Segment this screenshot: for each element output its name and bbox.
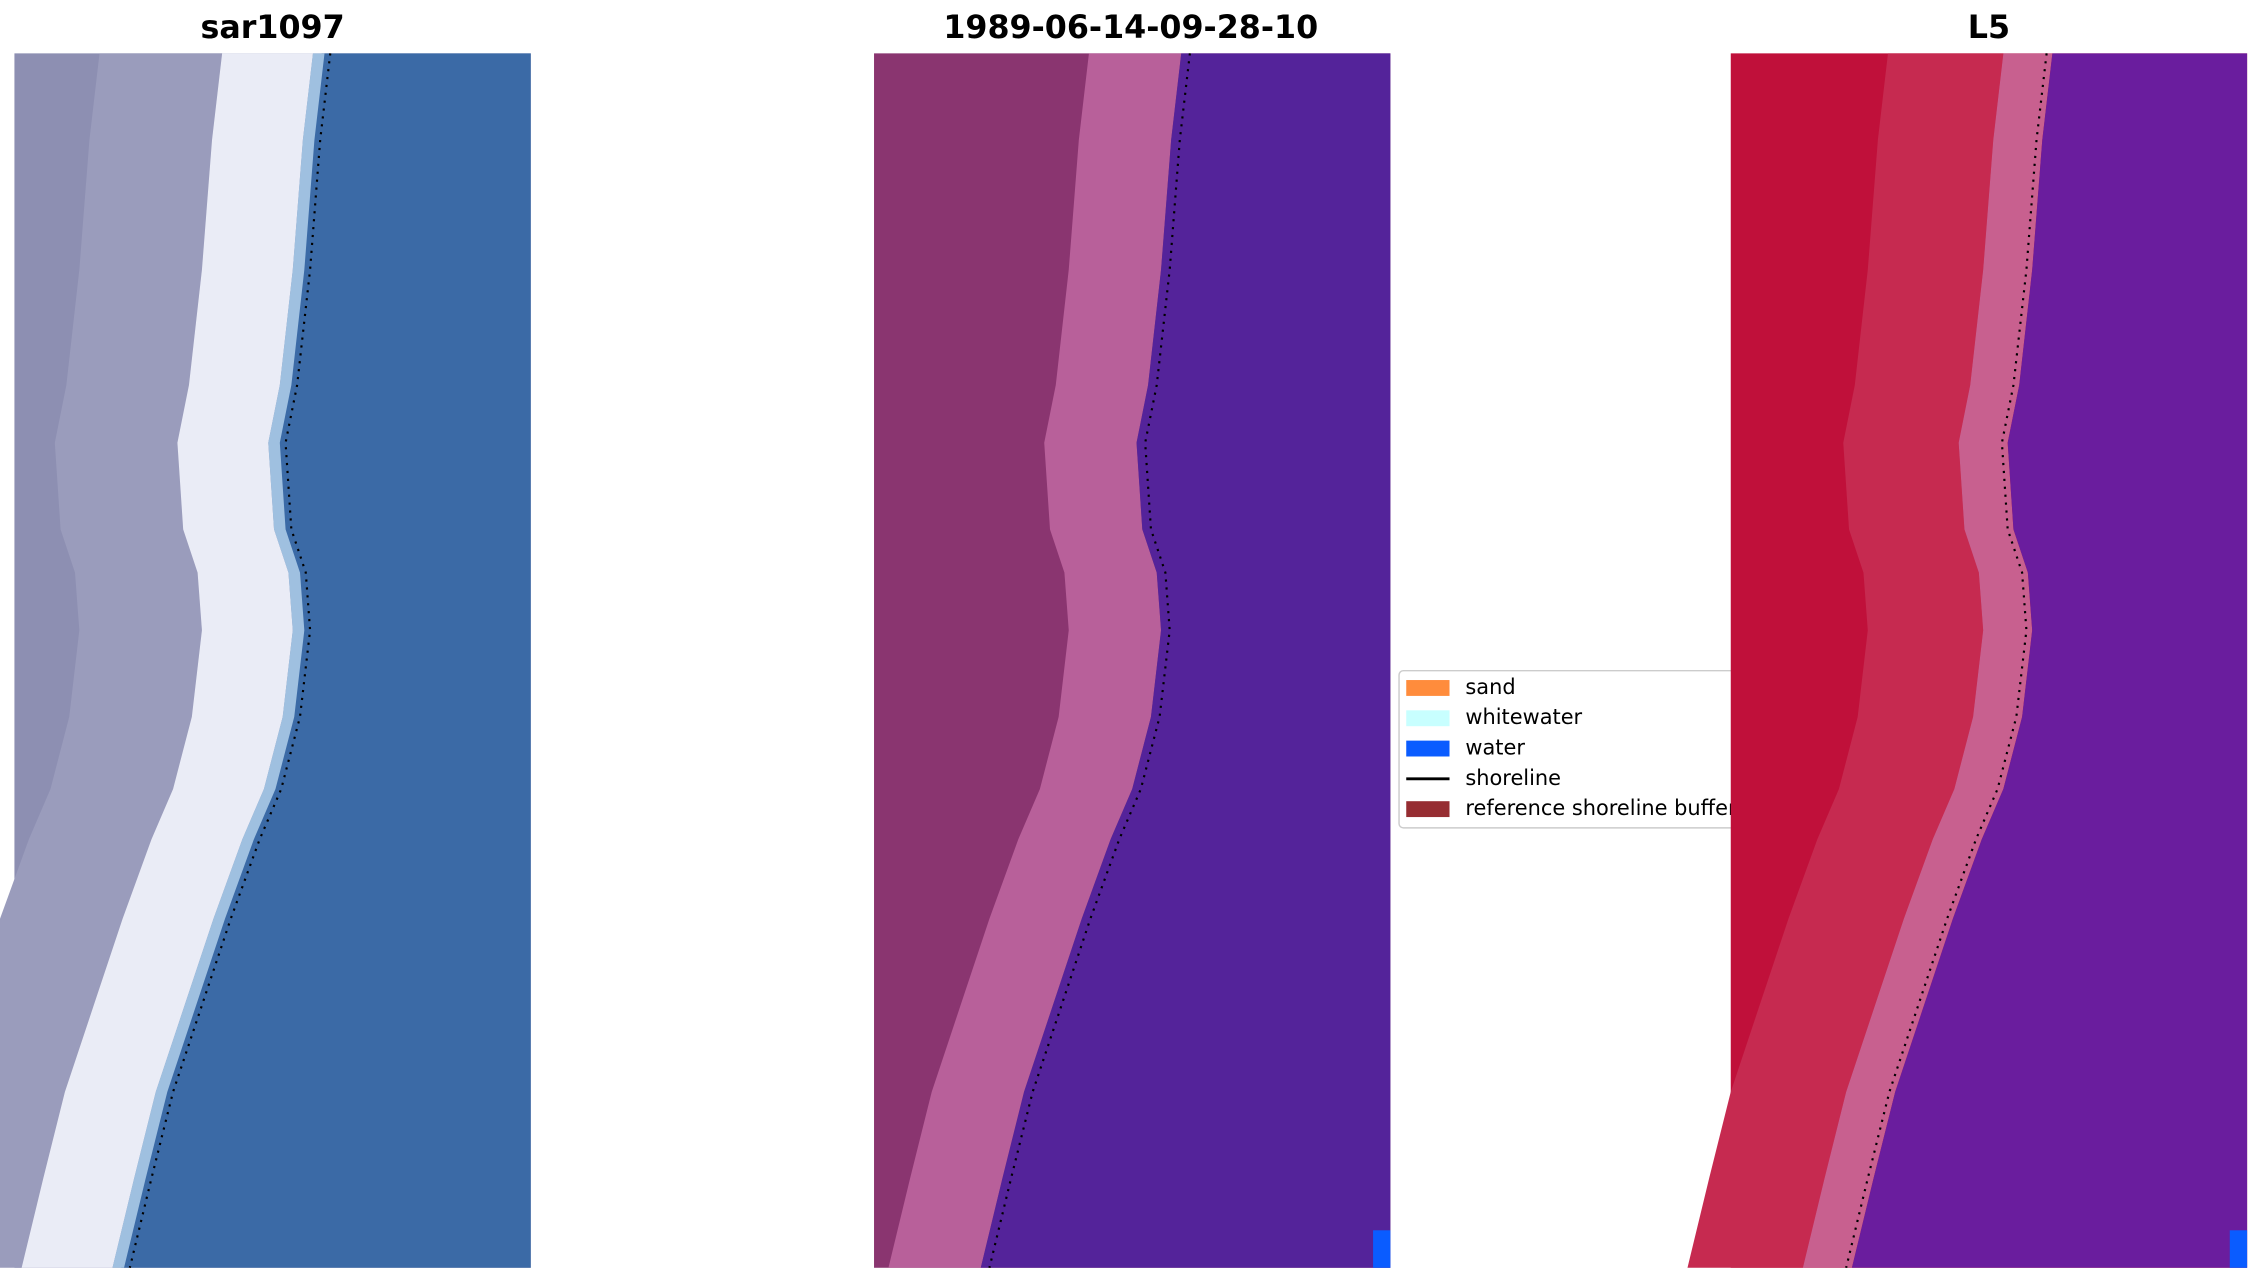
rgb-image <box>0 53 531 1269</box>
legend-label: sand <box>1465 675 1515 699</box>
mndwi-image <box>1687 53 2248 1269</box>
panel-title: sar1097 <box>200 10 344 46</box>
land-shade <box>1687 53 2004 1268</box>
water-area <box>1851 53 2248 1268</box>
land-shade <box>0 53 223 1268</box>
beach-strip <box>21 53 313 1268</box>
legend-patch <box>1406 710 1450 727</box>
legend-label: shoreline <box>1465 766 1561 790</box>
legend-patch <box>1406 740 1450 757</box>
beach-strip <box>888 53 1182 1268</box>
water-pixel <box>1373 1230 1391 1268</box>
legend: sand whitewater water shoreline reference sh… <box>1398 669 1778 829</box>
beach-strip <box>1802 53 2053 1268</box>
panel-title: 1989-06-14-09-28-10 <box>943 10 1318 46</box>
legend-label: whitewater <box>1465 705 1582 729</box>
swash-zone <box>112 53 325 1268</box>
legend-label: reference shoreline buffer <box>1465 796 1737 820</box>
panel-title: L5 <box>1968 10 2010 46</box>
legend-patch <box>1406 801 1450 818</box>
legend-label: water <box>1465 736 1525 760</box>
figure-content: sar1097 1989-06-14-09-28-10 L5 sand white… <box>0 10 2248 1269</box>
legend-patch <box>1406 680 1450 696</box>
water-area <box>980 53 1391 1268</box>
water-area <box>121 53 531 1268</box>
water-pixel <box>2229 1230 2248 1268</box>
classified-image <box>874 53 1391 1269</box>
